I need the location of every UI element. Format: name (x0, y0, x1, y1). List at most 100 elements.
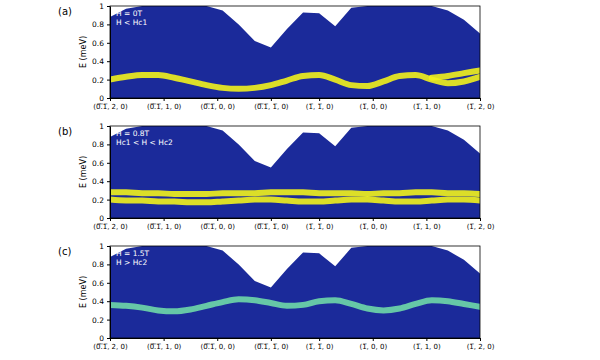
y-tick: 0.4 (92, 57, 110, 66)
panel: (0̅.̅1̅, 2, 0) (0̅.̅1̅, 1, 0) (0̅.̅1̅, 0, … (58, 2, 495, 111)
x-tick-label: (0̅.̅1̅, 1̅, 0) (254, 343, 289, 351)
x-tick: (1̅, 1̅, 0) (306, 98, 334, 111)
x-tick-mark (480, 338, 481, 341)
x-axis: (0̅.̅1̅, 2, 0) (0̅.̅1̅, 1, 0) (0̅.̅1̅, 0, … (93, 218, 494, 231)
x-tick: (1̅, 1, 0) (413, 98, 441, 111)
y-tick-mark (107, 61, 110, 62)
dispersion-line (110, 200, 480, 203)
x-tick-mark (271, 338, 272, 341)
x-tick-label: (1̅, 1, 0) (413, 223, 441, 231)
y-tick-mark (107, 126, 110, 127)
x-tick-label: (0̅.̅1̅, 1, 0) (147, 343, 182, 351)
x-tick-label: (0̅.̅1̅, 2, 0) (93, 103, 128, 111)
x-tick: (0̅.̅1̅, 0, 0) (201, 98, 236, 111)
x-tick-mark (164, 338, 165, 341)
x-tick: (0̅.̅1̅, 1̅, 0) (254, 98, 289, 111)
y-tick-mark (107, 98, 110, 99)
x-tick-label: (1̅, 2, 0) (467, 223, 495, 231)
x-tick: (1̅, 1̅, 0) (306, 338, 334, 351)
y-axis: 0 0.2 0.4 0.6 0.8 1 (92, 2, 110, 103)
x-tick-label: (1̅, 1̅, 0) (306, 343, 334, 351)
x-tick: (1̅, 0, 0) (359, 218, 387, 231)
y-tick: 0 (99, 334, 110, 343)
y-tick-label: 0.6 (92, 159, 104, 168)
x-tick-label: (0̅.̅1̅, 1, 0) (147, 103, 182, 111)
y-tick-mark (107, 181, 110, 182)
y-tick-mark (107, 144, 110, 145)
y-tick: 1 (99, 122, 110, 131)
x-tick-mark (319, 98, 320, 101)
y-tick: 0.6 (92, 159, 110, 168)
x-tick-label: (0̅.̅1̅, 2, 0) (93, 223, 128, 231)
y-tick-mark (107, 264, 110, 265)
coverage-area (110, 246, 480, 338)
dispersion-line (110, 299, 480, 311)
y-tick-label: 0.8 (92, 260, 104, 269)
x-tick: (0̅.̅1̅, 0, 0) (201, 218, 236, 231)
y-tick-mark (107, 246, 110, 247)
x-axis-line (111, 338, 481, 339)
plot-frame (110, 246, 480, 338)
x-tick-mark (373, 338, 374, 341)
y-tick-label: 0.6 (92, 39, 104, 48)
x-tick-mark (373, 218, 374, 221)
y-axis-title: E (meV) (79, 36, 88, 68)
plot-frame (110, 6, 480, 98)
y-tick: 1 (99, 2, 110, 11)
x-tick: (1̅, 1, 0) (413, 338, 441, 351)
coverage-area (110, 126, 480, 218)
y-tick-label: 0.2 (92, 76, 104, 85)
field-annotation: H = 0.8T (116, 129, 150, 138)
x-tick-label: (1̅, 0, 0) (359, 223, 387, 231)
coverage-area (110, 6, 480, 98)
dispersion-line (110, 192, 480, 194)
x-tick-label: (1̅, 1̅, 0) (306, 223, 334, 231)
y-tick-label: 0.8 (92, 140, 104, 149)
x-tick-mark (217, 338, 218, 341)
y-tick-label: 1 (99, 242, 104, 251)
x-tick-label: (1̅, 0, 0) (359, 103, 387, 111)
y-tick: 0.6 (92, 279, 110, 288)
y-axis: 0 0.2 0.4 0.6 0.8 1 (92, 242, 110, 343)
y-tick: 0.8 (92, 20, 110, 29)
x-tick: (1̅, 0, 0) (359, 338, 387, 351)
y-tick-mark (107, 338, 110, 339)
y-tick-mark (107, 24, 110, 25)
y-axis-line (110, 247, 111, 339)
y-tick-label: 0 (99, 94, 104, 103)
y-axis-line (110, 7, 111, 99)
panel: (0̅.̅1̅, 2, 0) (0̅.̅1̅, 1, 0) (0̅.̅1̅, 0, … (58, 122, 495, 231)
y-tick: 0 (99, 94, 110, 103)
x-tick-label: (1̅, 2, 0) (467, 103, 495, 111)
y-tick-mark (107, 218, 110, 219)
y-tick-label: 0.4 (92, 177, 104, 186)
x-axis-line (111, 98, 481, 99)
y-tick-label: 0.8 (92, 20, 104, 29)
x-tick: (0̅.̅1̅, 1, 0) (147, 218, 182, 231)
y-tick-label: 0.4 (92, 297, 104, 306)
x-tick-label: (0̅.̅1̅, 2, 0) (93, 343, 128, 351)
x-tick-mark (480, 98, 481, 101)
x-tick-label: (1̅, 1, 0) (413, 103, 441, 111)
y-tick: 0.2 (92, 76, 110, 85)
x-tick: (1̅, 1, 0) (413, 218, 441, 231)
x-axis: (0̅.̅1̅, 2, 0) (0̅.̅1̅, 1, 0) (0̅.̅1̅, 0, … (93, 338, 494, 351)
plot-marks (110, 246, 480, 338)
y-tick: 0.8 (92, 260, 110, 269)
y-tick: 0.8 (92, 140, 110, 149)
dispersion-line (110, 75, 480, 89)
plot-frame (110, 126, 480, 218)
x-tick-label: (0̅.̅1̅, 0, 0) (201, 343, 236, 351)
plot-marks (110, 6, 480, 98)
y-tick-label: 0.2 (92, 316, 104, 325)
y-tick: 0.6 (92, 39, 110, 48)
x-tick-mark (426, 338, 427, 341)
x-tick-mark (164, 98, 165, 101)
y-tick-mark (107, 80, 110, 81)
x-tick: (1̅, 2, 0) (467, 338, 495, 351)
x-tick-mark (373, 98, 374, 101)
field-annotation: H > Hc2 (116, 258, 147, 267)
y-tick-label: 0 (99, 214, 104, 223)
field-annotation: H < Hc1 (116, 18, 147, 27)
x-tick: (0̅.̅1̅, 1̅, 0) (254, 338, 289, 351)
